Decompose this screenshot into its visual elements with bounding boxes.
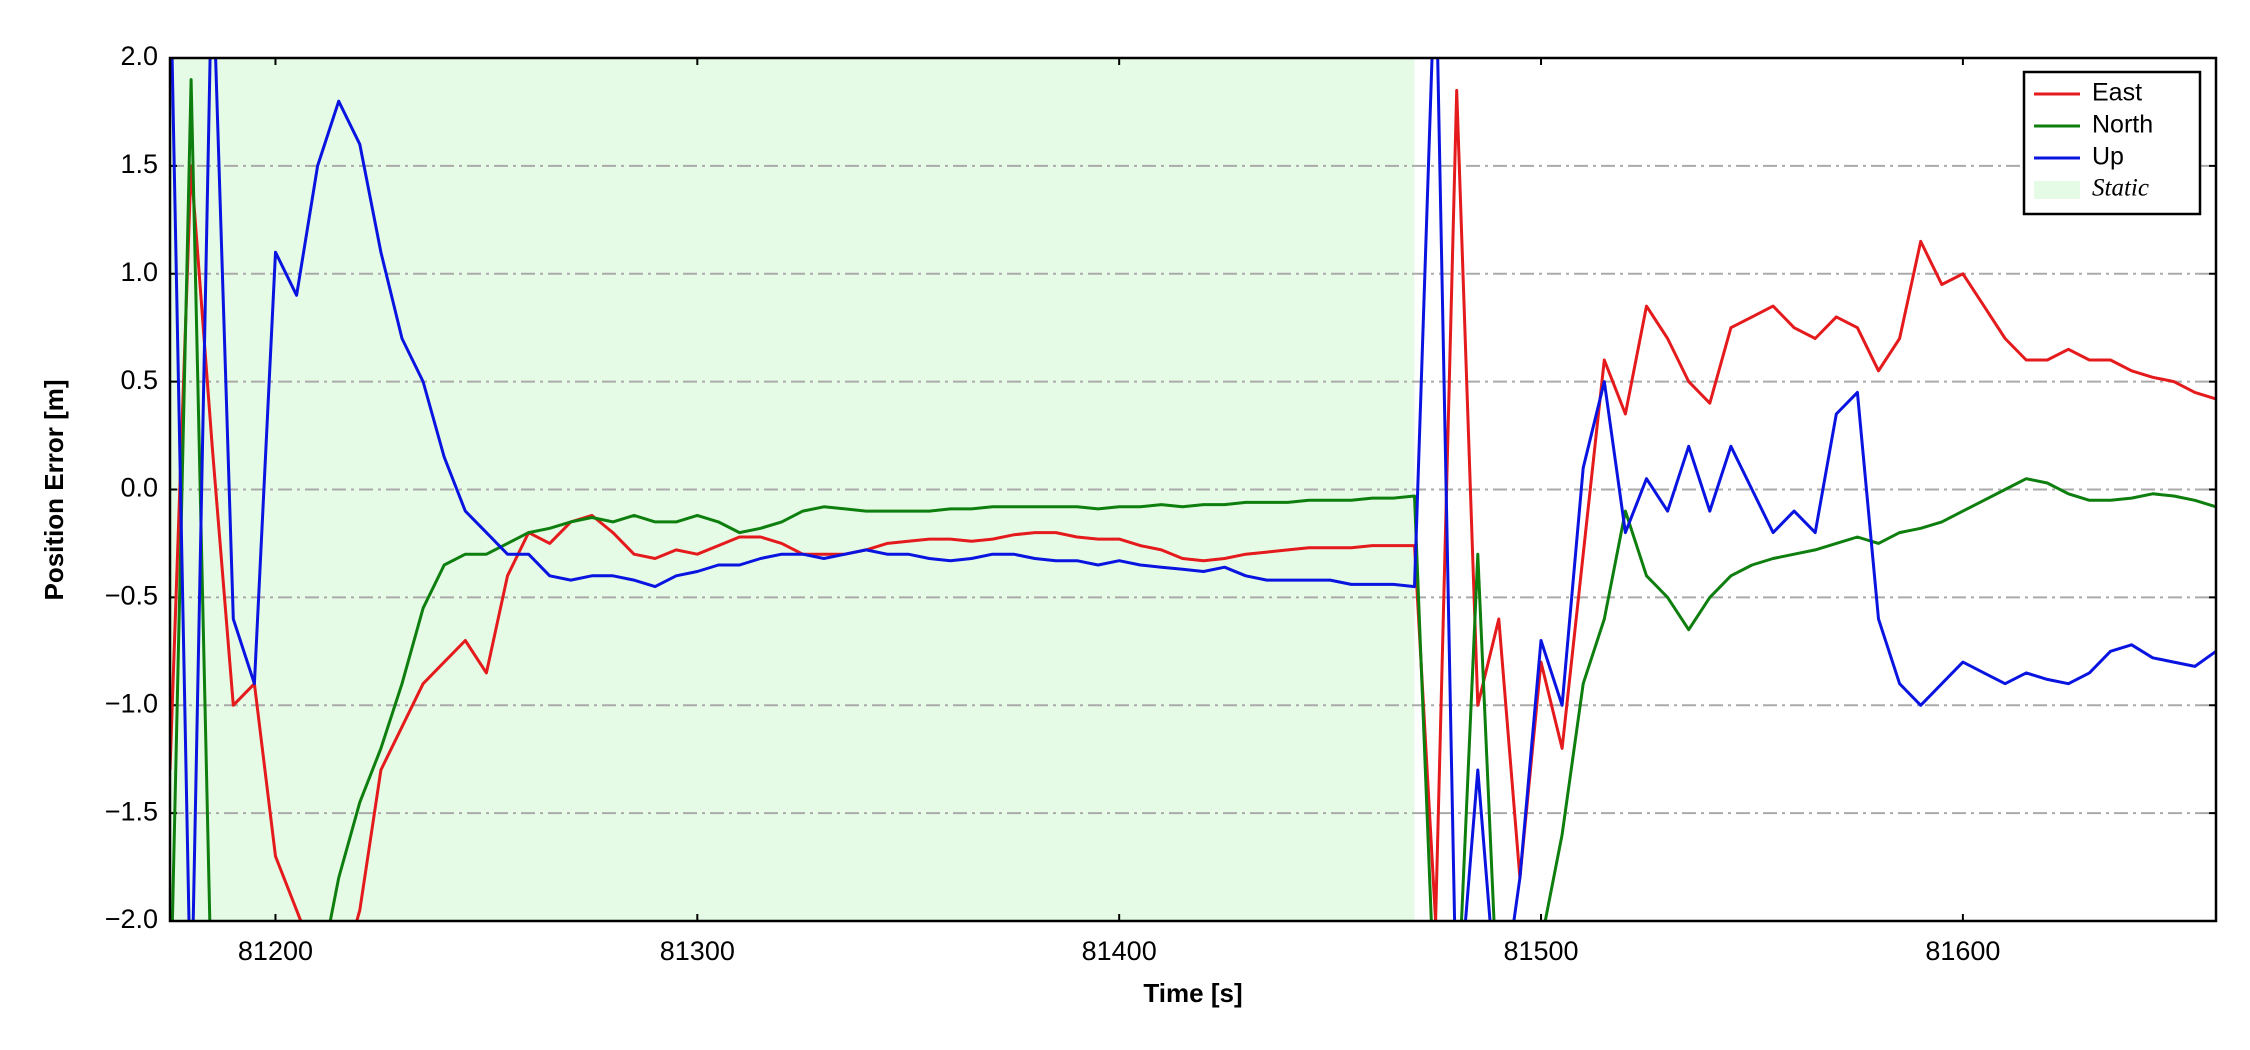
legend-label: Up: [2092, 143, 2124, 171]
series-line: [170, 78, 2216, 921]
plot-lines: [170, 58, 2216, 921]
x-axis-label: Time [s]: [1143, 978, 1242, 1008]
y-tick-label: 2.0: [120, 41, 158, 71]
y-tick-label: 0.5: [120, 365, 158, 395]
y-axis-label: Position Error [m]: [39, 379, 69, 600]
x-tick-label: 81600: [1925, 936, 2000, 966]
plot-frame: [168, 56, 2218, 923]
y-tick-label: 1.0: [120, 257, 158, 287]
y-tick-label: −1.5: [105, 796, 158, 826]
x-tick-label: 81400: [1082, 936, 1157, 966]
y-tick-label: −1.0: [105, 688, 158, 718]
y-tick-label: 1.5: [120, 149, 158, 179]
legend-swatch: [2034, 181, 2080, 199]
legend-label: North: [2092, 111, 2153, 139]
series-line: [170, 58, 2216, 921]
x-tick-label: 81200: [238, 936, 313, 966]
x-tick-label: 81300: [660, 936, 735, 966]
series-line: [170, 88, 2216, 921]
y-tick-label: −0.5: [105, 581, 158, 611]
x-tick-label: 81500: [1503, 936, 1578, 966]
legend-label: Static: [2092, 175, 2149, 202]
y-tick-label: 0.0: [120, 473, 158, 503]
y-tick-label: −2.0: [105, 904, 158, 934]
legend-label: East: [2092, 79, 2142, 107]
